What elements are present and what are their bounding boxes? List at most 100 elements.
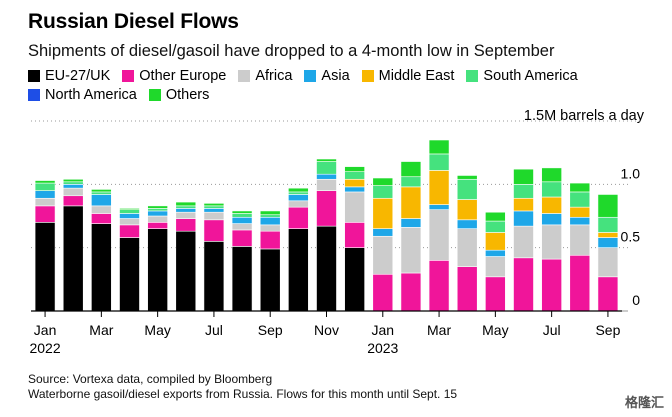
- bar-segment: [147, 222, 168, 229]
- bar-segment: [91, 194, 112, 207]
- bar-segment: [147, 228, 168, 312]
- bar-segment: [428, 260, 450, 312]
- bar-segment: [231, 223, 253, 231]
- bar-segment: [147, 210, 168, 217]
- bar-segment: [485, 220, 506, 233]
- bar-segment: [428, 139, 450, 155]
- chart-title: Russian Diesel Flows: [28, 10, 239, 33]
- legend-item: South America: [466, 67, 578, 84]
- legend-swatch: [466, 69, 479, 82]
- bar-segment: [62, 205, 84, 312]
- bar-segment: [428, 204, 450, 210]
- bar-segment: [513, 197, 534, 212]
- bar-segment: [372, 177, 394, 186]
- bar-segment: [119, 213, 140, 219]
- x-year-label: 2022: [29, 340, 60, 356]
- bar-segment: [34, 222, 56, 312]
- bar-segment: [597, 216, 619, 233]
- legend-swatch: [361, 69, 374, 82]
- bar-segment: [203, 208, 225, 213]
- bar-segment: [316, 225, 337, 312]
- bar-segment: [259, 214, 281, 218]
- legend-label: South America: [483, 67, 578, 84]
- x-tick-label: Nov: [314, 322, 339, 338]
- x-tick-label: Mar: [89, 322, 113, 338]
- bar-segment: [175, 205, 197, 209]
- bar-segment: [344, 222, 365, 248]
- bar-segment: [344, 166, 365, 172]
- bar-segment: [569, 206, 591, 218]
- bar-segment: [541, 213, 562, 226]
- y-tick-label: 0.5: [621, 229, 641, 245]
- legend-label: Africa: [255, 67, 293, 84]
- bar-segment: [569, 254, 591, 312]
- bar-segment: [400, 161, 422, 178]
- bar-segment: [428, 170, 450, 205]
- x-tick-label: Mar: [427, 322, 451, 338]
- legend-label: Asia: [321, 67, 350, 84]
- legend-row-2: North America Others: [28, 85, 658, 104]
- bar-segment: [147, 208, 168, 212]
- watermark-logo: 格隆汇: [624, 395, 664, 410]
- bar-segment: [485, 249, 506, 257]
- bar-segment: [203, 211, 225, 221]
- bar-segment: [485, 256, 506, 278]
- bar-segment: [34, 180, 56, 184]
- bar-segment: [119, 218, 140, 226]
- data-note: Waterborne gasoil/diesel exports from Ru…: [28, 387, 458, 401]
- legend-label: EU-27/UK: [45, 67, 111, 84]
- x-tick-label: Sep: [595, 322, 620, 338]
- bar-segment: [119, 237, 140, 312]
- bar-segment: [372, 197, 394, 229]
- bar-segment: [316, 158, 337, 162]
- bar-segment: [34, 190, 56, 199]
- bar-segment: [597, 247, 619, 278]
- bar-segment: [34, 197, 56, 207]
- bar-segment: [175, 208, 197, 213]
- bar-segment: [288, 200, 309, 208]
- bar-segment: [259, 224, 281, 232]
- bar-segment: [259, 216, 281, 226]
- bar-segment: [569, 191, 591, 208]
- bar-segment: [372, 228, 394, 237]
- bar-segment: [203, 241, 225, 312]
- bar-segment: [34, 205, 56, 223]
- x-tick-label: Jul: [543, 322, 561, 338]
- legend-swatch: [304, 69, 317, 82]
- x-tick-label: Jan: [34, 322, 57, 338]
- y-tick-label: 0: [632, 292, 640, 308]
- bar-segment: [316, 178, 337, 191]
- legend-swatch: [238, 69, 251, 82]
- bar-segment: [456, 219, 478, 229]
- bar-segment: [513, 210, 534, 227]
- bar-segment: [259, 210, 281, 216]
- legend-item: Middle East: [361, 68, 454, 84]
- bar-segment: [231, 246, 253, 312]
- bar-segment: [513, 184, 534, 199]
- chart-subtitle: Shipments of diesel/gasoil have dropped …: [28, 42, 555, 60]
- legend-swatch: [148, 88, 161, 101]
- bar-segment: [231, 210, 253, 214]
- bar-segment: [456, 178, 478, 200]
- legend-item: Other Europe: [122, 68, 226, 84]
- bar-segment: [175, 230, 197, 312]
- bar-segment: [288, 206, 309, 229]
- bar-segment: [288, 194, 309, 202]
- bar-segment: [400, 218, 422, 228]
- bar-segment: [288, 187, 309, 193]
- bar-segment: [203, 203, 225, 207]
- x-tick-label: Jul: [205, 322, 223, 338]
- bar-segment: [62, 181, 84, 185]
- bar-segment: [203, 205, 225, 209]
- legend-item: Africa: [238, 68, 292, 84]
- bar-segment: [541, 224, 562, 260]
- bar-segment: [231, 216, 253, 224]
- bar-segment: [203, 219, 225, 242]
- legend-swatch: [122, 69, 135, 82]
- bar-segment: [456, 175, 478, 180]
- legend-swatch: [28, 69, 40, 82]
- bar-segment: [597, 232, 619, 238]
- bar-segment: [91, 191, 112, 195]
- legend-item: Others: [148, 87, 209, 103]
